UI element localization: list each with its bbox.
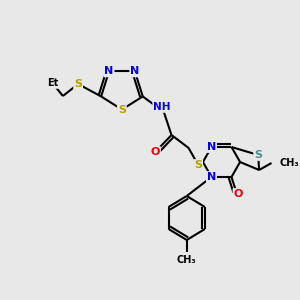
Text: CH₃: CH₃: [177, 255, 197, 265]
Text: N: N: [207, 142, 216, 152]
Text: S: S: [254, 150, 262, 160]
Text: S: S: [118, 105, 126, 115]
Text: CH₃: CH₃: [279, 158, 299, 168]
Text: S: S: [194, 160, 202, 170]
Text: O: O: [233, 189, 243, 199]
Text: S: S: [74, 79, 82, 89]
Text: N: N: [104, 66, 114, 76]
Text: N: N: [207, 172, 216, 182]
Text: NH: NH: [153, 102, 171, 112]
Text: O: O: [151, 147, 160, 157]
Text: N: N: [130, 66, 140, 76]
Text: Et: Et: [47, 78, 58, 88]
